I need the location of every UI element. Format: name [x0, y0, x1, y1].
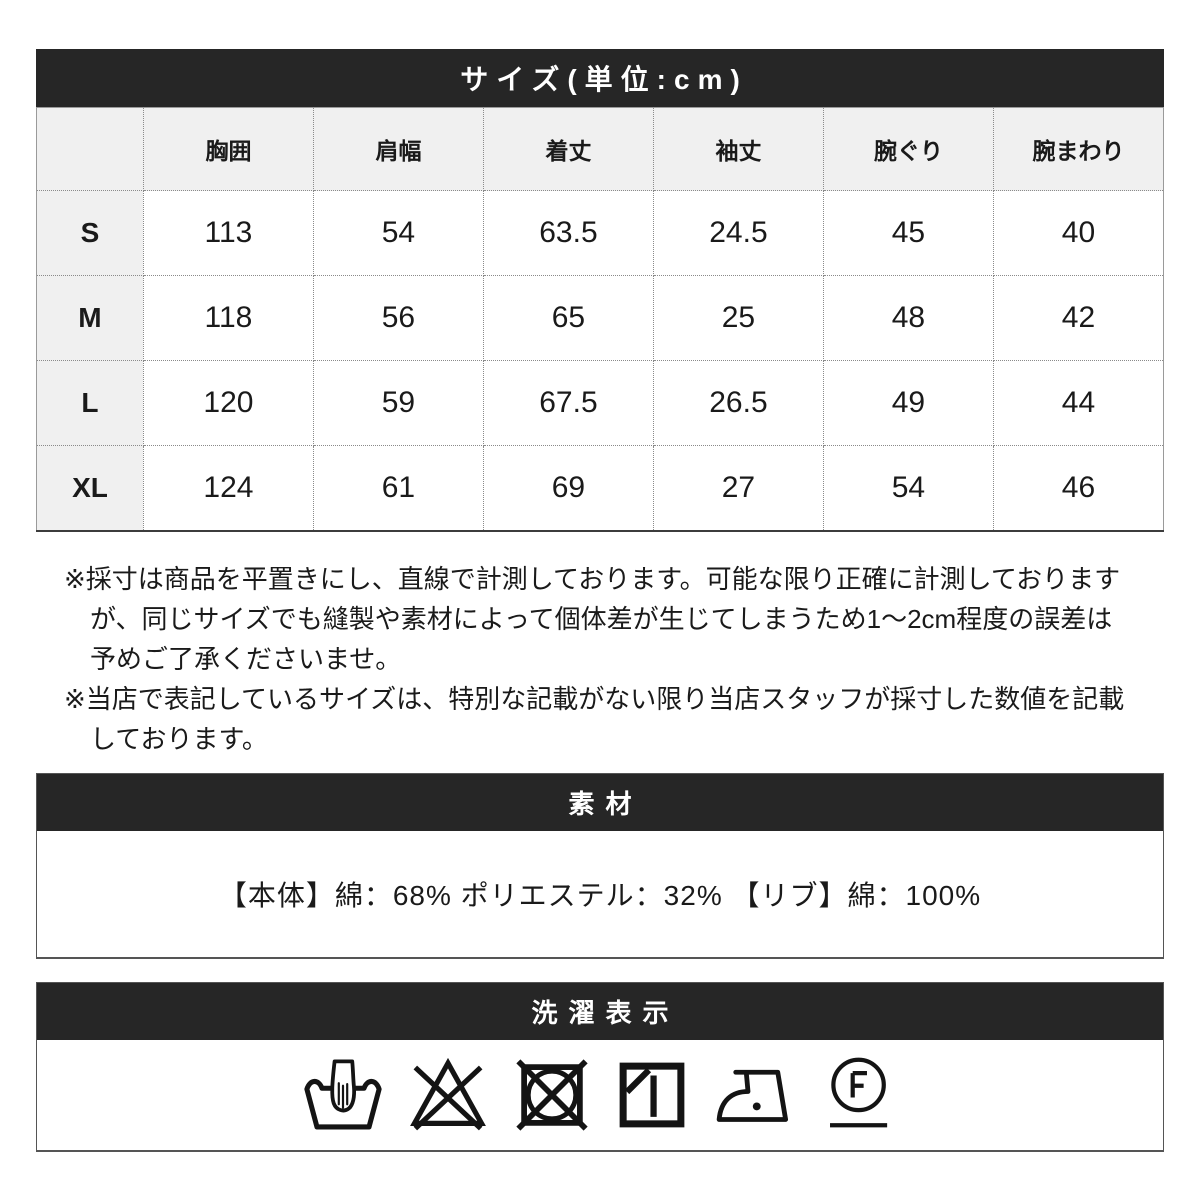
size-cell: 48: [822, 275, 994, 361]
size-cell: 27: [652, 445, 824, 531]
col-header-sleeve-length: 袖丈: [652, 107, 824, 191]
size-cell: 54: [822, 445, 994, 531]
size-cell: 56: [312, 275, 484, 361]
col-header-body-length: 着丈: [482, 107, 654, 191]
size-cell: 26.5: [652, 360, 824, 446]
size-label-l: L: [36, 360, 144, 446]
material-title: 素材: [568, 788, 643, 819]
iron-low-temp-icon: [711, 1060, 799, 1130]
size-cell: 24.5: [652, 190, 824, 276]
material-content: 【本体】綿：68% ポリエステル：32% 【リブ】綿：100%: [218, 879, 982, 911]
size-row-l: L 120 59 67.5 26.5 49 44: [36, 360, 1165, 446]
size-cell: 113: [142, 190, 314, 276]
size-cell: 25: [652, 275, 824, 361]
size-label-m: M: [36, 275, 144, 361]
size-cell: 49: [822, 360, 994, 446]
size-cell: 118: [142, 275, 314, 361]
size-cell: 42: [992, 275, 1165, 361]
measurement-notes: ※採寸は商品を平置きにし、直線で計測しております。可能な限り正確に計測しておりま…: [64, 559, 1138, 759]
laundry-title-bar: 洗濯表示: [37, 982, 1163, 1040]
note-measurement-accuracy: ※採寸は商品を平置きにし、直線で計測しております。可能な限り正確に計測しておりま…: [64, 563, 1121, 674]
note-staff-measured: ※当店で表記しているサイズは、特別な記載がない限り当店スタッフが採寸した数値を記…: [64, 683, 1125, 754]
size-cell: 45: [822, 190, 994, 276]
size-row-xl: XL 124 61 69 27 54 46: [36, 445, 1165, 531]
size-cell: 120: [142, 360, 314, 446]
size-cell: 124: [142, 445, 314, 531]
size-guide-page: サイズ(単位:cm) 胸囲 肩幅 着丈 袖丈 腕ぐり 腕まわり S 113 54…: [36, 49, 1165, 1152]
material-section: 素材 【本体】綿：68% ポリエステル：32% 【リブ】綿：100%: [36, 772, 1164, 959]
col-header-shoulder-width: 肩幅: [312, 107, 484, 191]
line-dry-in-shade-icon: [613, 1056, 691, 1134]
do-not-tumble-dry-icon: [511, 1054, 593, 1136]
size-chart-title: サイズ(単位:cm): [460, 64, 748, 95]
size-row-s: S 113 54 63.5 24.5 45 40: [36, 190, 1165, 276]
care-icons-row: [37, 1040, 1163, 1150]
size-cell: 44: [992, 360, 1165, 446]
size-cell: 63.5: [482, 190, 654, 276]
laundry-section: 洗濯表示: [36, 981, 1164, 1152]
size-label-xl: XL: [36, 445, 144, 531]
size-cell: 69: [482, 445, 654, 531]
col-header-armhole: 腕ぐり: [822, 107, 994, 191]
size-row-m: M 118 56 65 25 48 42: [36, 275, 1165, 361]
size-table-header-row: 胸囲 肩幅 着丈 袖丈 腕ぐり 腕まわり: [36, 107, 1165, 191]
size-cell: 67.5: [482, 360, 654, 446]
size-table: 胸囲 肩幅 着丈 袖丈 腕ぐり 腕まわり S 113 54 63.5 24.5 …: [36, 107, 1165, 532]
hand-wash-icon: [301, 1056, 385, 1134]
laundry-title: 洗濯表示: [531, 997, 680, 1028]
corner-cell: [36, 107, 144, 191]
size-cell: 59: [312, 360, 484, 446]
size-cell: 40: [992, 190, 1165, 276]
size-label-s: S: [36, 190, 144, 276]
dry-clean-petroleum-mild-icon: [819, 1053, 899, 1137]
size-chart-title-bar: サイズ(単位:cm): [36, 49, 1164, 107]
col-header-arm-circumference: 腕まわり: [992, 107, 1165, 191]
size-cell: 54: [312, 190, 484, 276]
size-cell: 65: [482, 275, 654, 361]
do-not-bleach-icon: [405, 1052, 491, 1138]
col-header-chest-girth: 胸囲: [142, 107, 314, 191]
size-chart-section: サイズ(単位:cm) 胸囲 肩幅 着丈 袖丈 腕ぐり 腕まわり S 113 54…: [36, 49, 1165, 532]
material-title-bar: 素材: [37, 773, 1163, 831]
size-cell: 61: [312, 445, 484, 531]
size-cell: 46: [992, 445, 1165, 531]
